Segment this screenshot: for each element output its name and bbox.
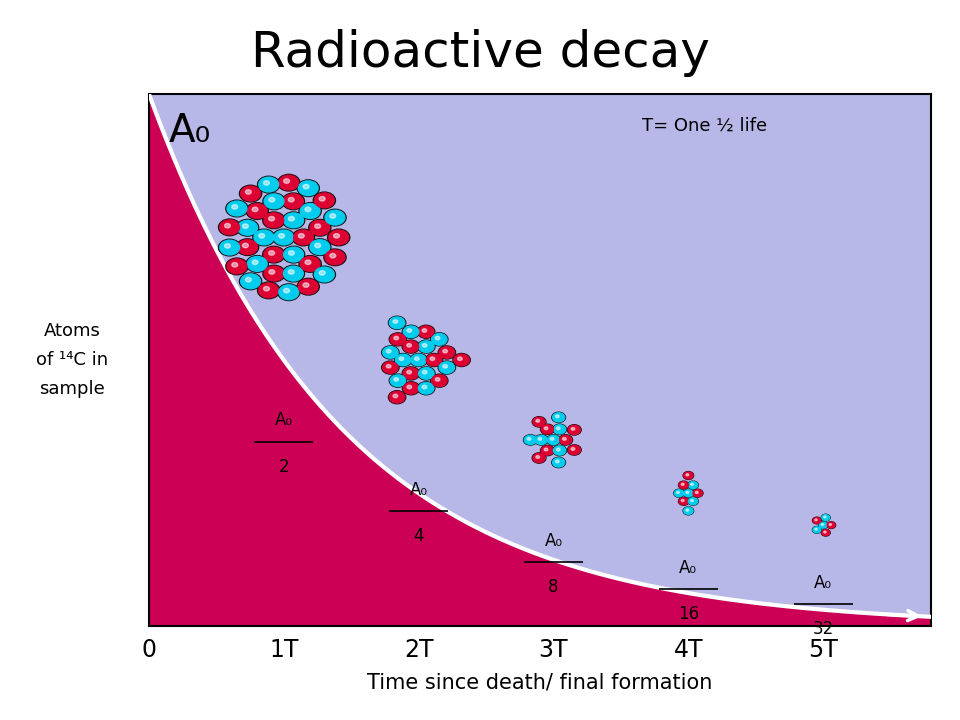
Text: A₀: A₀ xyxy=(168,112,210,150)
Text: 4: 4 xyxy=(414,527,424,545)
Text: A₀: A₀ xyxy=(814,574,832,592)
Text: Radioactive decay: Radioactive decay xyxy=(251,29,709,77)
Text: T= One ½ life: T= One ½ life xyxy=(641,117,767,135)
Text: 8: 8 xyxy=(548,578,559,596)
Text: 2: 2 xyxy=(278,457,289,475)
X-axis label: Time since death/ final formation: Time since death/ final formation xyxy=(368,672,712,693)
Text: 32: 32 xyxy=(813,620,834,638)
Text: A₀: A₀ xyxy=(275,411,293,429)
Text: Atoms
of ¹⁴C in
sample: Atoms of ¹⁴C in sample xyxy=(36,322,108,398)
Text: A₀: A₀ xyxy=(410,480,427,498)
Text: A₀: A₀ xyxy=(544,532,563,550)
Text: A₀: A₀ xyxy=(680,559,698,577)
Text: 16: 16 xyxy=(678,605,699,623)
